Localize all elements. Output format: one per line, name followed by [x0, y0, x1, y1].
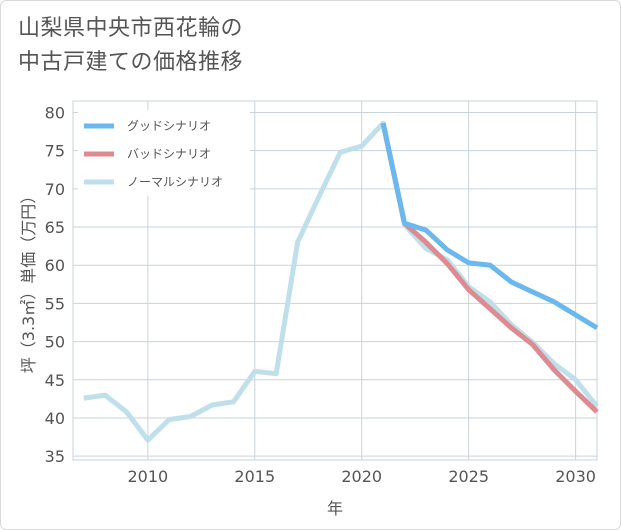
legend-label-normal: ノーマルシナリオ	[127, 175, 223, 189]
y-tick-label: 70	[45, 180, 65, 199]
y-tick-label: 80	[45, 103, 65, 122]
y-tick-label: 60	[45, 256, 65, 275]
y-tick-label: 75	[45, 142, 65, 161]
y-tick-label: 65	[45, 218, 65, 237]
x-tick-label: 2030	[555, 467, 596, 486]
y-tick-label: 50	[45, 333, 65, 352]
y-tick-label: 40	[45, 409, 65, 428]
y-tick-label: 45	[45, 371, 65, 390]
legend-label-good: グッドシナリオ	[127, 119, 211, 133]
y-axis-label: 坪（3.3㎡）単価（万円）	[19, 188, 38, 373]
chart-title-line-1: 山梨県中央市西花輪の	[18, 16, 244, 41]
series-line-bad	[380, 122, 599, 414]
chart-title-line-2: 中古戸建ての価格推移	[18, 50, 244, 75]
series-line-good	[380, 122, 599, 331]
x-tick-label: 2025	[448, 467, 489, 486]
plot-border	[72, 100, 598, 461]
axis-labels: 年 坪（3.3㎡）単価（万円）	[19, 188, 343, 518]
y-tick-label: 35	[45, 447, 65, 466]
x-tick-label: 2015	[234, 467, 275, 486]
legend-label-bad: バッドシナリオ	[127, 147, 211, 161]
series-lines	[83, 120, 599, 443]
x-tick-label: 2020	[341, 467, 382, 486]
chart-title: 山梨県中央市西花輪の 中古戸建ての価格推移	[18, 12, 243, 80]
x-axis-label: 年	[327, 499, 343, 518]
axis-ticks: 35 40 45 50 55 60 65 70 75 80 2010 2015 2020 2025 2030	[45, 103, 596, 486]
y-tick-label: 55	[45, 294, 65, 313]
x-tick-label: 2010	[127, 467, 168, 486]
